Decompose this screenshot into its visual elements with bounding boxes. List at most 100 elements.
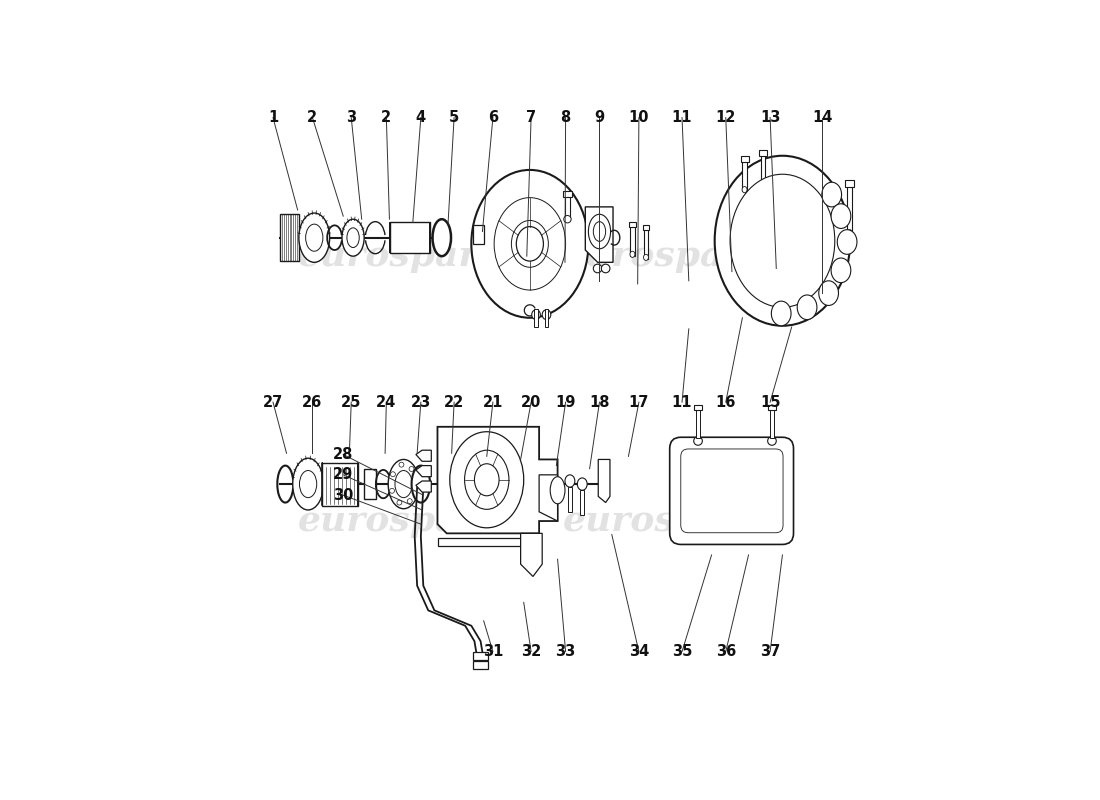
Text: 8: 8 [561, 110, 571, 125]
Ellipse shape [630, 251, 635, 258]
Text: 2: 2 [307, 110, 318, 125]
Ellipse shape [563, 215, 571, 223]
Text: eurospares: eurospares [298, 504, 521, 538]
Ellipse shape [346, 228, 360, 247]
Ellipse shape [306, 224, 323, 251]
Polygon shape [416, 481, 431, 492]
Text: eurospares: eurospares [563, 239, 786, 273]
Ellipse shape [432, 219, 451, 256]
FancyBboxPatch shape [473, 652, 488, 660]
Ellipse shape [494, 198, 565, 290]
Ellipse shape [798, 295, 817, 320]
Ellipse shape [593, 222, 606, 242]
Text: eurospares: eurospares [563, 504, 786, 538]
Ellipse shape [847, 230, 852, 237]
Ellipse shape [578, 478, 587, 490]
Text: 21: 21 [483, 394, 503, 410]
Ellipse shape [771, 301, 791, 326]
FancyBboxPatch shape [742, 161, 747, 191]
FancyBboxPatch shape [761, 154, 766, 186]
Text: 26: 26 [302, 394, 322, 410]
Polygon shape [520, 534, 542, 577]
Text: 13: 13 [760, 110, 780, 125]
FancyBboxPatch shape [565, 196, 570, 221]
Ellipse shape [409, 466, 414, 471]
FancyBboxPatch shape [535, 309, 538, 327]
Ellipse shape [389, 488, 395, 494]
Ellipse shape [602, 264, 609, 273]
Text: 36: 36 [716, 644, 736, 659]
FancyBboxPatch shape [670, 438, 793, 545]
FancyBboxPatch shape [696, 408, 700, 438]
Ellipse shape [293, 458, 323, 510]
Ellipse shape [768, 437, 777, 446]
Text: 30: 30 [333, 488, 353, 502]
Ellipse shape [822, 182, 842, 207]
Text: 23: 23 [410, 394, 431, 410]
FancyBboxPatch shape [280, 214, 299, 261]
Ellipse shape [414, 482, 418, 486]
Ellipse shape [411, 466, 430, 502]
Ellipse shape [832, 204, 850, 229]
FancyBboxPatch shape [630, 226, 635, 256]
Ellipse shape [694, 437, 703, 446]
Text: 15: 15 [760, 394, 780, 410]
Text: 31: 31 [483, 644, 503, 659]
FancyBboxPatch shape [544, 309, 548, 327]
Polygon shape [598, 459, 609, 502]
Text: 22: 22 [444, 394, 464, 410]
Ellipse shape [471, 170, 588, 318]
FancyBboxPatch shape [581, 490, 584, 515]
FancyBboxPatch shape [847, 186, 852, 234]
FancyBboxPatch shape [322, 462, 358, 506]
FancyBboxPatch shape [681, 449, 783, 533]
Ellipse shape [388, 459, 419, 509]
Ellipse shape [399, 462, 404, 467]
Text: 14: 14 [812, 110, 833, 125]
FancyBboxPatch shape [629, 222, 636, 226]
Ellipse shape [407, 498, 412, 504]
FancyBboxPatch shape [364, 469, 376, 499]
Text: 18: 18 [590, 394, 609, 410]
FancyBboxPatch shape [694, 405, 702, 410]
FancyBboxPatch shape [473, 662, 488, 669]
Text: 7: 7 [526, 110, 536, 125]
Ellipse shape [531, 310, 540, 320]
Text: 34: 34 [629, 644, 649, 659]
Text: 25: 25 [341, 394, 362, 410]
Text: 32: 32 [521, 644, 541, 659]
Ellipse shape [550, 477, 565, 504]
Ellipse shape [644, 254, 649, 261]
Ellipse shape [742, 186, 747, 193]
FancyBboxPatch shape [740, 156, 748, 162]
FancyBboxPatch shape [759, 150, 767, 156]
Polygon shape [416, 466, 431, 477]
Text: 11: 11 [672, 394, 692, 410]
Ellipse shape [390, 472, 395, 477]
Ellipse shape [342, 219, 364, 256]
Text: 10: 10 [629, 110, 649, 125]
Ellipse shape [730, 174, 835, 307]
Ellipse shape [565, 475, 575, 487]
Text: 24: 24 [376, 394, 396, 410]
Text: 4: 4 [416, 110, 426, 125]
Text: 6: 6 [487, 110, 498, 125]
Text: 3: 3 [346, 110, 356, 125]
Polygon shape [438, 538, 536, 546]
Text: 28: 28 [333, 447, 353, 462]
Ellipse shape [299, 470, 317, 498]
Text: 27: 27 [263, 394, 283, 410]
Polygon shape [585, 207, 613, 262]
Text: 5: 5 [449, 110, 459, 125]
Ellipse shape [397, 500, 401, 505]
Text: 12: 12 [716, 110, 736, 125]
Ellipse shape [414, 485, 418, 490]
FancyBboxPatch shape [845, 180, 854, 186]
Polygon shape [473, 226, 484, 244]
Ellipse shape [299, 213, 330, 262]
Ellipse shape [715, 156, 850, 326]
Ellipse shape [832, 258, 850, 282]
Text: 33: 33 [556, 644, 575, 659]
Text: 11: 11 [672, 110, 692, 125]
FancyBboxPatch shape [563, 191, 572, 197]
